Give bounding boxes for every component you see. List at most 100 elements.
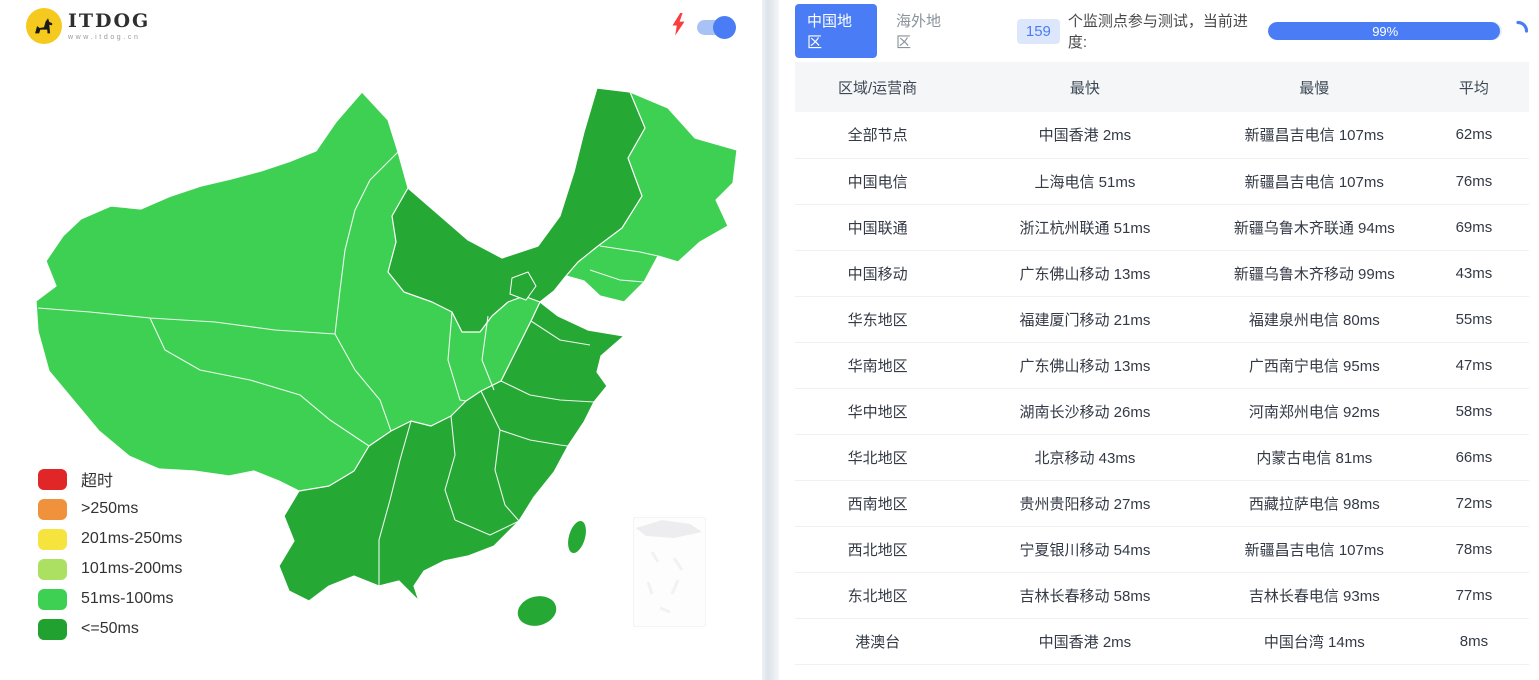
legend: 超时 >250ms 201ms-250ms 101ms-200ms 51ms-100ms… bbox=[38, 468, 182, 640]
slowest-cell: 广西南宁电信 95ms bbox=[1209, 342, 1419, 389]
average-cell: 77ms bbox=[1418, 572, 1529, 619]
tab-china-region[interactable]: 中国地区 bbox=[795, 4, 877, 58]
legend-label: 101ms-200ms bbox=[81, 560, 183, 577]
legend-label: >250ms bbox=[81, 500, 139, 517]
results-table-body: 全部节点 中国香港 2ms 新疆昌吉电信 107ms 62ms 中国电信 上海电信 51m… bbox=[795, 112, 1529, 665]
legend-swatch-icon bbox=[38, 618, 67, 640]
fastest-cell: 浙江杭州联通 51ms bbox=[960, 204, 1210, 251]
slowest-cell: 新疆昌吉电信 107ms bbox=[1209, 526, 1419, 573]
china-map[interactable] bbox=[0, 0, 762, 680]
average-cell: 69ms bbox=[1418, 204, 1529, 251]
brand-subtitle: www.itdog.cn bbox=[68, 33, 141, 41]
legend-item: <=50ms bbox=[38, 618, 182, 640]
region-cell: 中国电信 bbox=[795, 158, 961, 205]
table-row[interactable]: 中国联通 浙江杭州联通 51ms 新疆乌鲁木齐联通 94ms 69ms bbox=[795, 204, 1529, 251]
fastest-cell: 广东佛山移动 13ms bbox=[960, 250, 1210, 297]
panel-divider-scrollbar[interactable] bbox=[762, 0, 779, 680]
average-cell: 43ms bbox=[1418, 250, 1529, 297]
region-cell: 中国移动 bbox=[795, 250, 961, 297]
table-row[interactable]: 华中地区 湖南长沙移动 26ms 河南郑州电信 92ms 58ms bbox=[795, 388, 1529, 435]
table-row[interactable]: 华南地区 广东佛山移动 13ms 广西南宁电信 95ms 47ms bbox=[795, 342, 1529, 389]
region-cell: 东北地区 bbox=[795, 572, 961, 619]
fastest-cell: 北京移动 43ms bbox=[960, 434, 1210, 481]
spinner-arc-icon bbox=[1507, 20, 1529, 42]
region-cell: 华南地区 bbox=[795, 342, 961, 389]
average-cell: 72ms bbox=[1418, 480, 1529, 527]
status-text: 个监测点参与测试，当前进度: bbox=[1067, 13, 1248, 51]
region-cell: 华北地区 bbox=[795, 434, 961, 481]
progress-fill bbox=[1268, 22, 1500, 40]
south-china-sea-inset bbox=[633, 517, 706, 627]
table-row[interactable]: 中国电信 上海电信 51ms 新疆昌吉电信 107ms 76ms bbox=[795, 158, 1529, 205]
average-cell: 62ms bbox=[1418, 112, 1529, 159]
legend-item: 201ms-250ms bbox=[38, 528, 182, 550]
header-average: 平均 bbox=[1418, 62, 1529, 112]
brand-name: ITDOG bbox=[68, 9, 151, 32]
legend-swatch-icon bbox=[38, 498, 67, 520]
map-panel: ITDOG www.itdog.cn bbox=[0, 0, 762, 680]
table-row[interactable]: 西北地区 宁夏银川移动 54ms 新疆昌吉电信 107ms 78ms bbox=[795, 526, 1529, 573]
fastest-cell: 广东佛山移动 13ms bbox=[960, 342, 1210, 389]
region-cell: 港澳台 bbox=[795, 618, 961, 665]
average-cell: 76ms bbox=[1418, 158, 1529, 205]
map-region-fast[interactable] bbox=[509, 271, 537, 301]
slowest-cell: 新疆昌吉电信 107ms bbox=[1209, 158, 1419, 205]
dog-icon bbox=[26, 8, 62, 44]
legend-swatch-icon bbox=[38, 468, 67, 490]
legend-label: 51ms-100ms bbox=[81, 590, 174, 607]
slowest-cell: 西藏拉萨电信 98ms bbox=[1209, 480, 1419, 527]
itdog-logo[interactable]: ITDOG www.itdog.cn bbox=[26, 8, 150, 44]
fastest-cell: 中国香港 2ms bbox=[960, 112, 1210, 159]
slowest-cell: 新疆乌鲁木齐移动 99ms bbox=[1209, 250, 1419, 297]
table-row[interactable]: 西南地区 贵州贵阳移动 27ms 西藏拉萨电信 98ms 72ms bbox=[795, 480, 1529, 527]
slowest-cell: 新疆昌吉电信 107ms bbox=[1209, 112, 1419, 159]
map-region-taiwan[interactable] bbox=[564, 518, 590, 555]
region-cell: 华中地区 bbox=[795, 388, 961, 435]
fast-mode-toggle[interactable] bbox=[697, 15, 736, 39]
table-row[interactable]: 华东地区 福建厦门移动 21ms 福建泉州电信 80ms 55ms bbox=[795, 296, 1529, 343]
slowest-cell: 中国台湾 14ms bbox=[1209, 618, 1419, 665]
progress-label: 99% bbox=[1372, 23, 1399, 39]
legend-swatch-icon bbox=[38, 528, 67, 550]
legend-swatch-icon bbox=[38, 558, 67, 580]
average-cell: 58ms bbox=[1418, 388, 1529, 435]
header-fastest: 最快 bbox=[960, 62, 1210, 112]
legend-item: >250ms bbox=[38, 498, 182, 520]
province-borders bbox=[37, 151, 659, 586]
map-region-hainan[interactable] bbox=[514, 592, 560, 631]
lightning-bolt-icon bbox=[672, 13, 685, 41]
table-row[interactable]: 东北地区 吉林长春移动 58ms 吉林长春电信 93ms 77ms bbox=[795, 572, 1529, 619]
slowest-cell: 河南郑州电信 92ms bbox=[1209, 388, 1419, 435]
slowest-cell: 吉林长春电信 93ms bbox=[1209, 572, 1419, 619]
table-row[interactable]: 港澳台 中国香港 2ms 中国台湾 14ms 8ms bbox=[795, 618, 1529, 665]
table-header-row: 区域/运营商 最快 最慢 平均 bbox=[795, 62, 1529, 112]
progress-bar: 99% bbox=[1268, 22, 1503, 40]
toggle-knob bbox=[713, 15, 736, 39]
fastest-cell: 中国香港 2ms bbox=[960, 618, 1210, 665]
legend-swatch-icon bbox=[38, 588, 67, 610]
average-cell: 47ms bbox=[1418, 342, 1529, 389]
fastest-cell: 贵州贵阳移动 27ms bbox=[960, 480, 1210, 527]
table-row[interactable]: 华北地区 北京移动 43ms 内蒙古电信 81ms 66ms bbox=[795, 434, 1529, 481]
region-cell: 全部节点 bbox=[795, 112, 961, 159]
average-cell: 66ms bbox=[1418, 434, 1529, 481]
region-cell: 中国联通 bbox=[795, 204, 961, 251]
table-row[interactable]: 中国移动 广东佛山移动 13ms 新疆乌鲁木齐移动 99ms 43ms bbox=[795, 250, 1529, 297]
results-table: 区域/运营商 最快 最慢 平均 全部节点 中国香港 2ms 新疆昌吉电信 107ms… bbox=[795, 62, 1529, 665]
region-cell: 华东地区 bbox=[795, 296, 961, 343]
map-region-fast[interactable] bbox=[387, 87, 646, 333]
legend-item: 101ms-200ms bbox=[38, 558, 182, 580]
header-slowest: 最慢 bbox=[1209, 62, 1419, 112]
legend-item: 超时 bbox=[38, 468, 182, 490]
average-cell: 8ms bbox=[1418, 618, 1529, 665]
region-cell: 西南地区 bbox=[795, 480, 961, 527]
fastest-cell: 吉林长春移动 58ms bbox=[960, 572, 1210, 619]
average-cell: 55ms bbox=[1418, 296, 1529, 343]
header-region: 区域/运营商 bbox=[795, 62, 961, 112]
table-row[interactable]: 全部节点 中国香港 2ms 新疆昌吉电信 107ms 62ms bbox=[795, 112, 1529, 159]
region-cell: 西北地区 bbox=[795, 526, 961, 573]
tab-overseas-region[interactable]: 海外地区 bbox=[895, 13, 941, 51]
fastest-cell: 福建厦门移动 21ms bbox=[960, 296, 1210, 343]
results-header: 中国地区 海外地区 159 个监测点参与测试，当前进度: 99% bbox=[795, 0, 1529, 62]
